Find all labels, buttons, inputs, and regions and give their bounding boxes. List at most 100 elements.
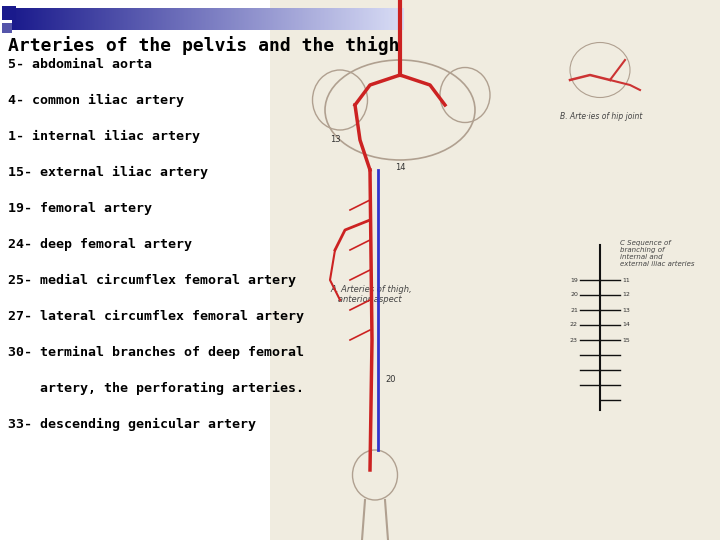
Bar bbox=[35, 8, 37, 30]
Bar bbox=[53, 8, 54, 30]
Bar bbox=[270, 0, 720, 540]
Bar bbox=[343, 8, 345, 30]
Bar bbox=[342, 8, 344, 30]
Bar bbox=[243, 8, 245, 30]
Bar bbox=[197, 8, 199, 30]
Bar bbox=[176, 8, 178, 30]
Bar bbox=[112, 8, 114, 30]
Bar bbox=[168, 8, 171, 30]
Bar bbox=[402, 8, 404, 30]
Bar bbox=[48, 8, 49, 30]
Bar bbox=[249, 8, 251, 30]
Bar bbox=[60, 8, 62, 30]
Bar bbox=[318, 8, 320, 30]
Bar bbox=[81, 8, 83, 30]
Bar bbox=[138, 8, 140, 30]
Bar bbox=[345, 8, 346, 30]
Bar bbox=[82, 8, 84, 30]
Bar bbox=[194, 8, 197, 30]
Bar bbox=[103, 8, 105, 30]
Bar bbox=[286, 8, 288, 30]
Text: 19: 19 bbox=[570, 278, 578, 282]
Bar bbox=[347, 8, 349, 30]
Bar bbox=[90, 8, 92, 30]
Bar bbox=[166, 8, 168, 30]
Bar bbox=[270, 8, 272, 30]
Bar bbox=[303, 8, 305, 30]
Bar bbox=[236, 8, 238, 30]
Bar bbox=[171, 8, 173, 30]
Bar bbox=[12, 8, 14, 30]
Bar bbox=[167, 8, 169, 30]
Bar bbox=[398, 8, 400, 30]
Bar bbox=[145, 8, 147, 30]
Bar bbox=[64, 8, 66, 30]
Bar bbox=[201, 8, 203, 30]
Bar bbox=[359, 8, 361, 30]
Text: 20: 20 bbox=[570, 293, 578, 298]
Bar bbox=[228, 8, 229, 30]
Bar bbox=[231, 8, 233, 30]
Bar bbox=[385, 8, 387, 30]
Bar bbox=[283, 8, 285, 30]
Bar bbox=[324, 8, 325, 30]
Bar bbox=[135, 8, 136, 30]
Bar bbox=[304, 8, 306, 30]
Bar bbox=[242, 8, 243, 30]
Bar bbox=[38, 8, 40, 30]
Bar bbox=[181, 8, 184, 30]
Bar bbox=[348, 8, 351, 30]
Text: 5- abdominal aorta: 5- abdominal aorta bbox=[8, 58, 152, 71]
Bar bbox=[17, 8, 19, 30]
Bar bbox=[96, 8, 97, 30]
Bar bbox=[299, 8, 301, 30]
Bar bbox=[132, 8, 134, 30]
Bar bbox=[84, 8, 86, 30]
Bar bbox=[122, 8, 123, 30]
Bar bbox=[308, 8, 310, 30]
Bar bbox=[218, 8, 220, 30]
Bar bbox=[210, 8, 212, 30]
Bar bbox=[50, 8, 52, 30]
Bar bbox=[191, 8, 192, 30]
Bar bbox=[33, 8, 35, 30]
Text: C Sequence of
branching of
internal and
external iliac arteries: C Sequence of branching of internal and … bbox=[620, 240, 695, 267]
Text: 11: 11 bbox=[622, 278, 630, 282]
Bar bbox=[128, 8, 130, 30]
Bar bbox=[289, 8, 290, 30]
Bar bbox=[67, 8, 68, 30]
Bar bbox=[165, 8, 166, 30]
Bar bbox=[350, 8, 351, 30]
Bar bbox=[102, 8, 104, 30]
Bar bbox=[73, 8, 75, 30]
Bar bbox=[389, 8, 391, 30]
Text: 13: 13 bbox=[622, 307, 630, 313]
Text: 30- terminal branches of deep femoral: 30- terminal branches of deep femoral bbox=[8, 346, 304, 359]
Bar bbox=[313, 8, 315, 30]
Text: Arteries of the pelvis and the thigh: Arteries of the pelvis and the thigh bbox=[8, 36, 400, 55]
Bar bbox=[186, 8, 189, 30]
Bar bbox=[212, 8, 213, 30]
Bar bbox=[320, 8, 322, 30]
Bar bbox=[13, 8, 15, 30]
Text: 20: 20 bbox=[385, 375, 395, 384]
Bar bbox=[56, 8, 58, 30]
Bar bbox=[204, 8, 205, 30]
Bar bbox=[174, 8, 176, 30]
Bar bbox=[72, 8, 73, 30]
Bar bbox=[244, 8, 246, 30]
Bar bbox=[41, 8, 42, 30]
Bar bbox=[71, 8, 73, 30]
Bar bbox=[34, 8, 36, 30]
Bar bbox=[184, 8, 186, 30]
Bar bbox=[312, 8, 314, 30]
Bar bbox=[230, 8, 232, 30]
Bar bbox=[247, 8, 248, 30]
Bar bbox=[261, 8, 263, 30]
Bar bbox=[266, 8, 268, 30]
Bar bbox=[76, 8, 78, 30]
Bar bbox=[170, 8, 171, 30]
Bar bbox=[239, 8, 240, 30]
Bar bbox=[264, 8, 266, 30]
Bar bbox=[223, 8, 225, 30]
